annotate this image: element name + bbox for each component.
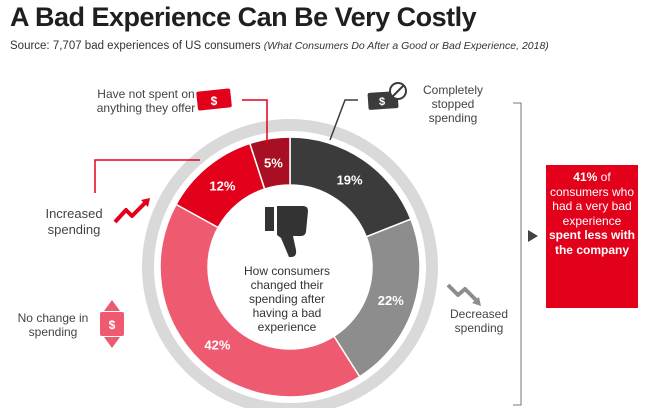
source-prefix: Source: 7,707 bad experiences of US cons…	[10, 40, 261, 52]
callout-pct: 41%	[573, 170, 598, 184]
label-no-change: No change in spending	[17, 311, 89, 339]
slice-value-label-0: 19%	[337, 172, 363, 187]
svg-text:$: $	[379, 96, 385, 108]
slice-value-label-1: 22%	[378, 293, 404, 308]
money-icon: $	[196, 88, 232, 111]
label-stopped: Completely stopped spending	[422, 83, 484, 125]
thumbs-down-icon	[265, 206, 308, 257]
slice-value-label-2: 42%	[204, 337, 230, 352]
leader-line-not-spent	[242, 99, 268, 145]
center-disc	[208, 185, 372, 349]
leader-line-increased	[94, 159, 200, 193]
label-not-spent: Have not spent on anything they offer	[96, 87, 196, 115]
leader-line-stopped	[329, 99, 358, 141]
slice-value-label-3: 12%	[209, 178, 235, 193]
trend-down-icon	[446, 283, 481, 306]
svg-text:$: $	[211, 94, 218, 108]
page-title: A Bad Experience Can Be Very Costly	[10, 2, 477, 32]
label-decreased: Decreased spending	[449, 307, 509, 335]
callout-emphasis: spent less with the company	[548, 228, 636, 257]
callout-box: 41% of consumers who had a very bad expe…	[546, 165, 638, 308]
bracket-arrow	[528, 230, 538, 242]
label-increased: Increased spending	[45, 206, 103, 237]
bracket-line	[513, 102, 522, 406]
source-citation: (What Consumers Do After a Good or Bad E…	[263, 40, 549, 52]
no-money-icon: $	[367, 82, 407, 110]
source-line: Source: 7,707 bad experiences of US cons…	[10, 40, 549, 52]
updown-money-icon: $	[100, 300, 124, 348]
slice-label-layer: 19% 22% 42% 12% 5%	[204, 155, 404, 352]
trend-up-icon	[113, 198, 150, 224]
callout-text: of consumers who had a very bad experien…	[549, 170, 635, 228]
donut-slice-2	[159, 203, 361, 398]
slice-value-label-4: 5%	[264, 155, 283, 170]
svg-text:$: $	[109, 318, 116, 332]
center-label: How consumers changed their spending aft…	[243, 264, 331, 334]
